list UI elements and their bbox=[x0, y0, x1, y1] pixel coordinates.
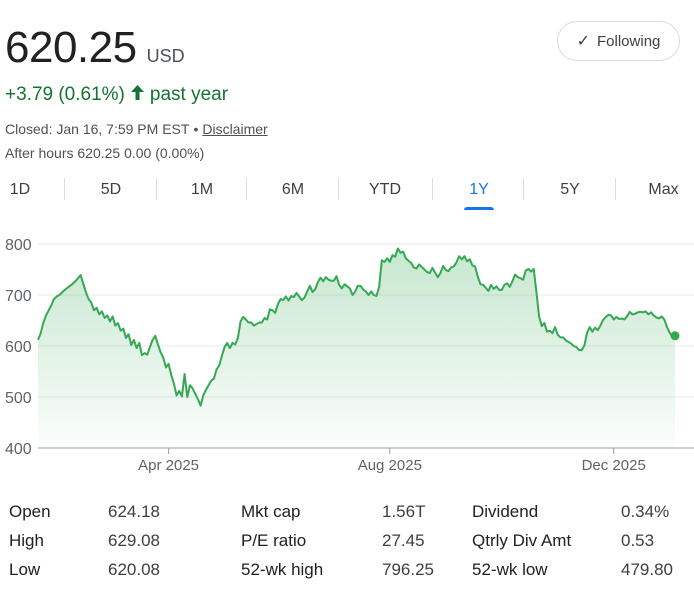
stat-label: Qtrly Div Amt bbox=[472, 531, 572, 550]
after-hours-text: After hours 620.25 0.00 (0.00%) bbox=[5, 145, 205, 161]
stat-value: 479.80 bbox=[621, 560, 673, 579]
stat-label: P/E ratio bbox=[241, 531, 307, 550]
tab-divider bbox=[64, 178, 65, 200]
tab-label: 1D bbox=[9, 181, 31, 198]
following-button[interactable]: ✓ Following bbox=[557, 21, 680, 61]
active-tab-indicator bbox=[464, 207, 494, 210]
stat-label: Mkt cap bbox=[241, 502, 301, 521]
change-value: +3.79 (0.61%) bbox=[5, 84, 125, 105]
y-tick-label: 700 bbox=[5, 288, 32, 305]
change-period: past year bbox=[149, 84, 229, 105]
tab-1y[interactable]: 1Y bbox=[446, 170, 512, 210]
stat-value: 796.25 bbox=[382, 560, 434, 579]
stat-value: 629.08 bbox=[108, 531, 160, 550]
currency-label: USD bbox=[146, 46, 185, 66]
tab-label: YTD bbox=[369, 181, 401, 198]
tab-label: Max bbox=[648, 181, 679, 198]
tab-1m[interactable]: 1M bbox=[169, 170, 235, 210]
stat-value: 1.56T bbox=[382, 502, 426, 521]
tab-label: 1M bbox=[190, 181, 214, 198]
tab-divider bbox=[156, 178, 157, 200]
tab-label: 6M bbox=[281, 181, 305, 198]
x-tick-label: Aug 2025 bbox=[358, 457, 422, 474]
range-tabs: 1D 5D 1M 6M YTD 1Y 5Y Max bbox=[0, 170, 694, 210]
disclaimer-link[interactable]: Disclaimer bbox=[202, 121, 268, 137]
stat-value: 27.45 bbox=[382, 531, 425, 550]
following-label: Following bbox=[597, 32, 661, 50]
tab-label: 5D bbox=[100, 181, 122, 198]
y-tick-label: 400 bbox=[5, 441, 32, 458]
closed-text: Closed: Jan 16, 7:59 PM EST bbox=[5, 121, 190, 137]
price-area bbox=[38, 248, 675, 448]
current-price: 620.25 bbox=[5, 23, 137, 72]
check-icon: ✓ bbox=[576, 33, 591, 50]
tab-max[interactable]: Max bbox=[633, 170, 694, 210]
separator-dot: • bbox=[193, 121, 199, 137]
x-axis: Apr 2025 Aug 2025 Dec 2025 bbox=[138, 448, 646, 474]
tab-6m[interactable]: 6M bbox=[260, 170, 326, 210]
tab-label: 5Y bbox=[560, 181, 580, 198]
stat-label: Open bbox=[9, 502, 51, 521]
tab-label: 1Y bbox=[469, 181, 489, 198]
tab-divider bbox=[523, 178, 524, 200]
tab-divider bbox=[338, 178, 339, 200]
current-price-dot bbox=[670, 331, 680, 341]
stat-label: 52-wk low bbox=[472, 560, 548, 579]
tab-divider bbox=[246, 178, 247, 200]
stat-label: 52-wk high bbox=[241, 560, 324, 579]
stat-label: High bbox=[9, 531, 44, 550]
stats-row: Open 624.18 Mkt cap 1.56T Dividend 0.34% bbox=[0, 502, 694, 531]
tab-1d[interactable]: 1D bbox=[0, 170, 40, 210]
y-tick-label: 800 bbox=[5, 237, 32, 254]
price-chart[interactable]: 800 700 600 500 400 Apr 2025 Aug 2025 Dec 2025 bbox=[0, 225, 694, 480]
tab-divider bbox=[432, 178, 433, 200]
y-tick-label: 500 bbox=[5, 390, 32, 407]
stat-value: 620.08 bbox=[108, 560, 160, 579]
tab-5y[interactable]: 5Y bbox=[537, 170, 603, 210]
up-arrow-icon bbox=[130, 84, 144, 106]
price-line bbox=[37, 247, 676, 407]
stats-row: High 629.08 P/E ratio 27.45 Qtrly Div Am… bbox=[0, 531, 694, 560]
tab-divider bbox=[615, 178, 616, 200]
stat-value: 0.53 bbox=[621, 531, 655, 550]
y-tick-label: 600 bbox=[5, 339, 32, 356]
stat-value: 0.34% bbox=[621, 502, 670, 521]
tab-5d[interactable]: 5D bbox=[78, 170, 144, 210]
x-tick-label: Apr 2025 bbox=[138, 457, 199, 474]
x-tick-label: Dec 2025 bbox=[582, 457, 646, 474]
market-status: Closed: Jan 16, 7:59 PM EST • Disclaimer bbox=[5, 121, 268, 137]
price-change: +3.79 (0.61%) past year bbox=[5, 84, 228, 106]
stat-value: 624.18 bbox=[108, 502, 160, 521]
y-axis-labels: 800 700 600 500 400 bbox=[5, 237, 32, 458]
stat-label: Low bbox=[9, 560, 41, 579]
tab-ytd[interactable]: YTD bbox=[352, 170, 418, 210]
stat-label: Dividend bbox=[472, 502, 539, 521]
stats-row: Low 620.08 52-wk high 796.25 52-wk low 4… bbox=[0, 560, 694, 589]
price-header: 620.25 USD bbox=[5, 26, 185, 70]
